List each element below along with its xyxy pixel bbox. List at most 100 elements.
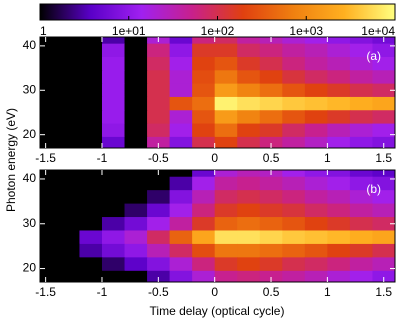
heatmap-cell	[214, 96, 238, 111]
heatmap-cell	[56, 96, 80, 111]
heatmap-cell	[259, 257, 283, 272]
heatmap-cell	[304, 83, 328, 98]
heatmap-cell	[214, 170, 238, 178]
heatmap-cell	[304, 37, 328, 45]
heatmap-cell	[237, 96, 261, 111]
heatmap-cell	[124, 110, 148, 125]
heatmap-cell	[101, 270, 126, 282]
heatmap-cell	[327, 56, 351, 71]
heatmap-cell	[304, 123, 328, 138]
heatmap-cell	[304, 176, 328, 191]
heatmap-cell	[40, 176, 58, 191]
heatmap-cell	[79, 83, 103, 98]
heatmap-cell	[282, 176, 306, 191]
heatmap-cell	[79, 230, 103, 245]
heatmap-cell	[237, 190, 261, 205]
heatmap-cell	[147, 190, 171, 205]
heatmap-cell	[169, 43, 193, 58]
heatmap-cell	[147, 123, 171, 138]
x-tick-label: -1.5	[35, 151, 56, 165]
heatmap-cell	[192, 170, 216, 178]
heatmap-cell	[101, 176, 126, 191]
heatmap-cell	[192, 190, 216, 205]
x-tick-label: 0	[211, 285, 218, 299]
heatmap-cell	[79, 56, 103, 71]
heatmap-cell	[372, 96, 395, 111]
x-tick-label: -0.5	[148, 285, 169, 299]
heatmap-cell	[124, 43, 148, 58]
colorbar-tick-label: 1e+02	[201, 24, 235, 38]
heatmap-cell	[124, 56, 148, 71]
heatmap-cell	[169, 170, 193, 178]
heatmap-cell	[259, 123, 283, 138]
heatmap-cell	[372, 56, 395, 71]
heatmap-cell	[101, 43, 126, 58]
heatmap-cell	[124, 257, 148, 272]
heatmap-cell	[304, 110, 328, 125]
y-tick-label: 30	[23, 82, 37, 96]
heatmap-cell	[304, 43, 328, 58]
heatmap-cell	[214, 190, 238, 205]
heatmap-cell	[40, 170, 58, 178]
heatmap-cell	[372, 243, 395, 258]
heatmap-cell	[169, 96, 193, 111]
y-tick-label: 20	[23, 127, 37, 141]
heatmap-cell	[372, 43, 395, 58]
heatmap-cell	[237, 70, 261, 85]
heatmap-cell	[214, 217, 238, 231]
heatmap-cell	[304, 217, 328, 231]
heatmap-cell	[40, 37, 58, 45]
heatmap-cell	[327, 110, 351, 125]
x-tick-label: -0.5	[148, 151, 169, 165]
heatmap-cell	[169, 217, 193, 231]
heatmap-cell	[101, 136, 126, 148]
heatmap-cell	[40, 43, 58, 58]
heatmap-cell	[327, 176, 351, 191]
heatmap-cell	[192, 70, 216, 85]
heatmap-cell	[169, 243, 193, 258]
heatmap-cell	[349, 270, 373, 282]
heatmap-cell	[79, 37, 103, 45]
heatmap-cell	[214, 110, 238, 125]
heatmap-cell	[327, 43, 351, 58]
heatmap-cell	[169, 70, 193, 85]
heatmap-cell	[282, 270, 306, 282]
colorbar-tick-label: 1	[40, 24, 47, 38]
heatmap-cell	[56, 203, 80, 218]
heatmap-cell	[349, 176, 373, 191]
heatmap-cell	[304, 96, 328, 111]
heatmap-cell	[79, 123, 103, 138]
heatmap-cell	[79, 270, 103, 282]
heatmap	[40, 37, 395, 148]
heatmap-cell	[192, 37, 216, 45]
heatmap-cell	[101, 83, 126, 98]
heatmap-cell	[372, 270, 395, 282]
heatmap-cell	[327, 217, 351, 231]
heatmap-cell	[147, 136, 171, 148]
heatmap-cell	[192, 257, 216, 272]
heatmap-cell	[282, 96, 306, 111]
heatmap-cell	[304, 257, 328, 272]
heatmap-cell	[304, 170, 328, 178]
heatmap-cell	[327, 270, 351, 282]
heatmap-cell	[282, 203, 306, 218]
heatmap-cell	[327, 170, 351, 178]
x-tick-label: 1.5	[375, 285, 392, 299]
heatmap-cell	[372, 83, 395, 98]
heatmap-cell	[259, 56, 283, 71]
heatmap-cell	[327, 37, 351, 45]
heatmap-cell	[56, 136, 80, 148]
heatmap-cell	[282, 243, 306, 258]
heatmap-cell	[214, 243, 238, 258]
heatmap-cell	[40, 257, 58, 272]
heatmap-cell	[237, 136, 261, 148]
heatmap-cell	[327, 136, 351, 148]
heatmap-cell	[147, 176, 171, 191]
heatmap-cell	[56, 123, 80, 138]
heatmap-cell	[56, 270, 80, 282]
heatmap-cell	[304, 230, 328, 245]
heatmap-cell	[372, 110, 395, 125]
plot-frame	[39, 169, 396, 283]
heatmap-cell	[192, 270, 216, 282]
